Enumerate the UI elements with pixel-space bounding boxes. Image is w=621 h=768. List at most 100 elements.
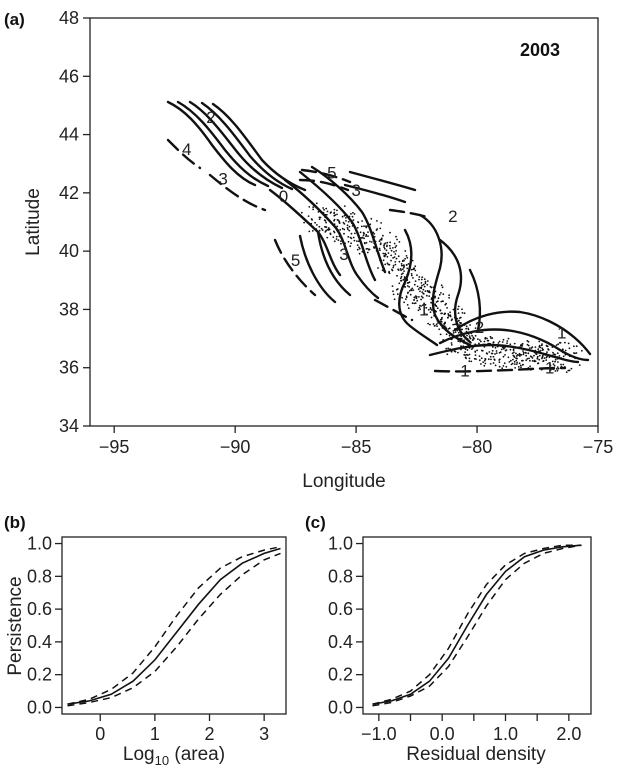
location-point xyxy=(361,220,363,222)
location-point xyxy=(343,214,346,217)
location-point xyxy=(404,257,406,260)
location-point xyxy=(468,360,471,363)
location-point xyxy=(363,232,365,235)
location-point xyxy=(502,365,505,367)
location-point xyxy=(370,241,373,243)
location-point xyxy=(372,246,375,248)
location-point xyxy=(413,296,416,299)
location-point xyxy=(327,227,330,229)
location-point xyxy=(504,354,506,356)
location-point xyxy=(525,354,527,357)
location-point xyxy=(403,301,405,304)
location-point xyxy=(536,355,539,358)
location-point xyxy=(448,334,451,337)
location-point xyxy=(372,231,375,234)
location-point xyxy=(388,272,391,275)
x-tick-label: −90 xyxy=(220,437,251,457)
location-point xyxy=(408,289,411,292)
location-point xyxy=(469,324,471,326)
location-point xyxy=(421,296,424,299)
location-point xyxy=(354,232,356,235)
location-point xyxy=(413,283,416,286)
location-point xyxy=(385,249,388,252)
x-tick-label: −85 xyxy=(341,437,372,457)
location-point xyxy=(407,307,410,310)
location-point xyxy=(329,232,332,235)
location-point xyxy=(484,362,487,365)
location-point xyxy=(463,353,466,356)
location-point xyxy=(403,270,405,272)
location-point xyxy=(356,240,358,243)
location-point xyxy=(406,292,409,294)
location-point xyxy=(383,247,386,250)
location-point xyxy=(386,245,388,248)
location-point xyxy=(410,268,413,271)
location-point xyxy=(404,286,407,288)
location-point xyxy=(457,305,460,308)
location-point xyxy=(406,285,409,287)
location-point xyxy=(379,238,382,241)
location-point xyxy=(418,276,421,278)
location-point xyxy=(392,257,394,259)
location-point xyxy=(312,208,314,211)
location-point xyxy=(430,316,433,319)
location-point xyxy=(450,344,453,346)
location-point xyxy=(325,207,328,210)
location-point xyxy=(560,363,562,366)
location-point xyxy=(326,228,329,231)
location-point xyxy=(508,361,511,363)
location-point xyxy=(483,364,486,367)
location-point xyxy=(493,359,496,361)
location-point xyxy=(389,247,392,250)
location-point xyxy=(527,344,530,347)
location-point xyxy=(396,288,399,290)
contour-label: 2 xyxy=(448,207,457,226)
location-point xyxy=(494,364,497,367)
location-point xyxy=(558,355,561,357)
location-point xyxy=(392,247,394,249)
location-point xyxy=(367,235,369,238)
location-point xyxy=(343,205,346,208)
location-point xyxy=(391,268,393,271)
location-point xyxy=(379,243,382,246)
location-point xyxy=(409,293,412,296)
location-point xyxy=(366,225,368,228)
location-point xyxy=(386,241,389,244)
location-point xyxy=(487,358,490,361)
location-point xyxy=(558,341,561,344)
x-axis-title: Longitude xyxy=(302,471,385,492)
contour-label: 3 xyxy=(218,169,227,188)
location-point xyxy=(502,348,505,350)
location-point xyxy=(396,293,399,296)
contour-label: 1 xyxy=(460,362,469,381)
location-point xyxy=(479,340,482,343)
location-point xyxy=(480,357,483,360)
location-point xyxy=(393,251,395,253)
location-point xyxy=(404,298,407,300)
contour-lines xyxy=(166,100,592,373)
location-point xyxy=(336,219,339,221)
location-point xyxy=(474,334,477,337)
location-point xyxy=(383,246,385,249)
x-tick-label: 2.0 xyxy=(556,724,581,744)
location-point xyxy=(463,312,466,315)
location-point xyxy=(555,344,558,346)
series-line xyxy=(372,544,582,707)
location-point xyxy=(533,354,535,357)
location-point xyxy=(423,278,426,281)
location-point xyxy=(441,312,443,315)
location-point xyxy=(333,230,335,233)
location-point xyxy=(418,278,420,281)
location-point xyxy=(387,252,390,255)
location-point xyxy=(521,343,524,345)
location-point xyxy=(360,225,363,228)
location-point xyxy=(526,343,529,346)
x-axis-title-c: Residual density xyxy=(406,744,546,765)
location-point xyxy=(397,255,400,258)
location-point xyxy=(472,338,475,340)
location-point xyxy=(436,325,438,327)
location-point xyxy=(325,226,328,229)
location-point xyxy=(502,338,505,341)
location-point xyxy=(413,267,415,270)
location-point xyxy=(373,235,376,238)
